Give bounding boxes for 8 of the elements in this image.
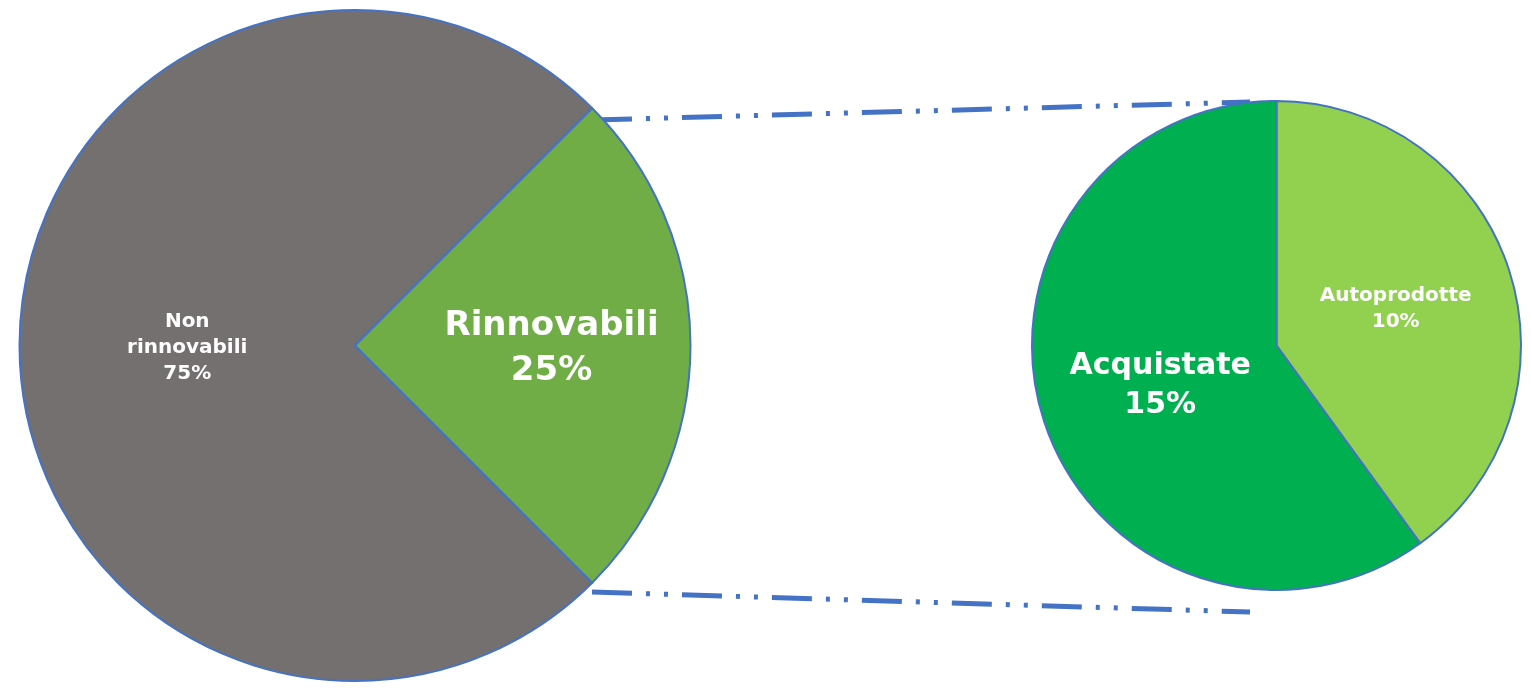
data-label: 10% — [1371, 307, 1420, 332]
slice-label: Rinnovabili — [444, 303, 659, 344]
data-label: 75% — [163, 359, 212, 384]
data-label: 25% — [510, 347, 593, 388]
slice-label: Autoprodotte — [1319, 281, 1472, 306]
slice-label: Non rinnovabili — [127, 307, 248, 358]
slice-label: Acquistate — [1069, 346, 1251, 382]
data-label: 15% — [1124, 385, 1197, 421]
